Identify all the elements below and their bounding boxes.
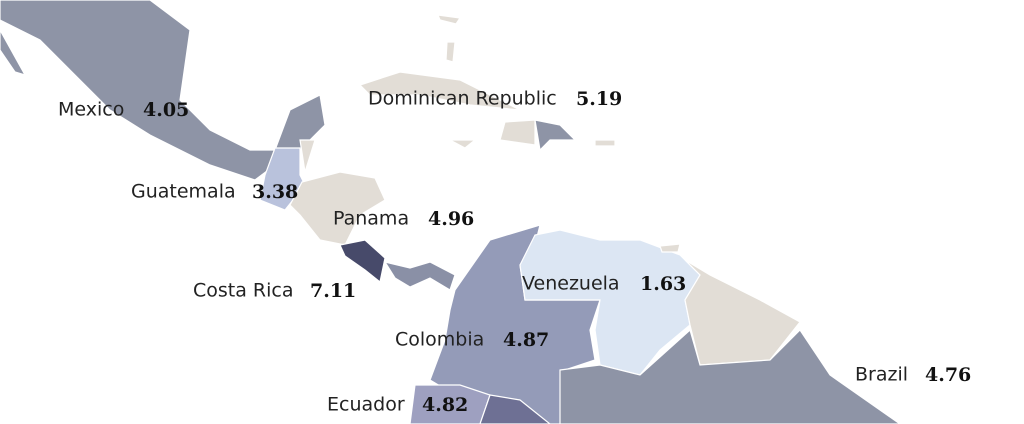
country-value: 4.82 — [422, 394, 468, 416]
country-value: 4.76 — [925, 364, 971, 386]
country-name: Panama — [333, 208, 409, 230]
brazil-shape — [559, 328, 902, 424]
mexico-shape — [0, 0, 326, 181]
land — [0, 0, 902, 424]
costa-rica-shape — [339, 239, 386, 284]
baja-shape — [0, 28, 27, 76]
country-value: 7.11 — [310, 280, 356, 302]
country-value: 3.38 — [252, 181, 298, 203]
haiti-shape — [499, 119, 536, 146]
country-name: Mexico — [58, 99, 124, 121]
country-name: Costa Rica — [193, 280, 294, 302]
country-value: 1.63 — [640, 273, 686, 295]
country-name: Brazil — [855, 364, 908, 386]
jamaica-shape — [449, 139, 477, 149]
bahamas-shape — [445, 41, 456, 63]
country-name: Colombia — [395, 329, 484, 351]
country-name: Dominican Republic — [368, 88, 557, 110]
bahamas-shape — [437, 14, 462, 25]
cuba-shape — [358, 71, 521, 111]
dominican-republic-shape — [534, 119, 577, 152]
peru-shape — [479, 394, 551, 424]
country-value: 5.19 — [576, 88, 622, 110]
country-name: Venezuela — [522, 273, 620, 295]
country-value: 4.96 — [428, 208, 474, 230]
country-name: Guatemala — [131, 181, 236, 203]
panama-shape — [383, 261, 456, 291]
belize-shape — [299, 139, 316, 173]
labels: Mexico 4.05 Dominican Republic 5.19 Guat… — [58, 88, 971, 417]
country-name: Ecuador — [327, 394, 405, 416]
country-value: 4.87 — [503, 329, 549, 351]
island-shape — [659, 243, 681, 253]
puerto-rico-shape — [594, 139, 616, 147]
country-value: 4.05 — [143, 99, 189, 121]
central-america-shape — [289, 171, 386, 246]
